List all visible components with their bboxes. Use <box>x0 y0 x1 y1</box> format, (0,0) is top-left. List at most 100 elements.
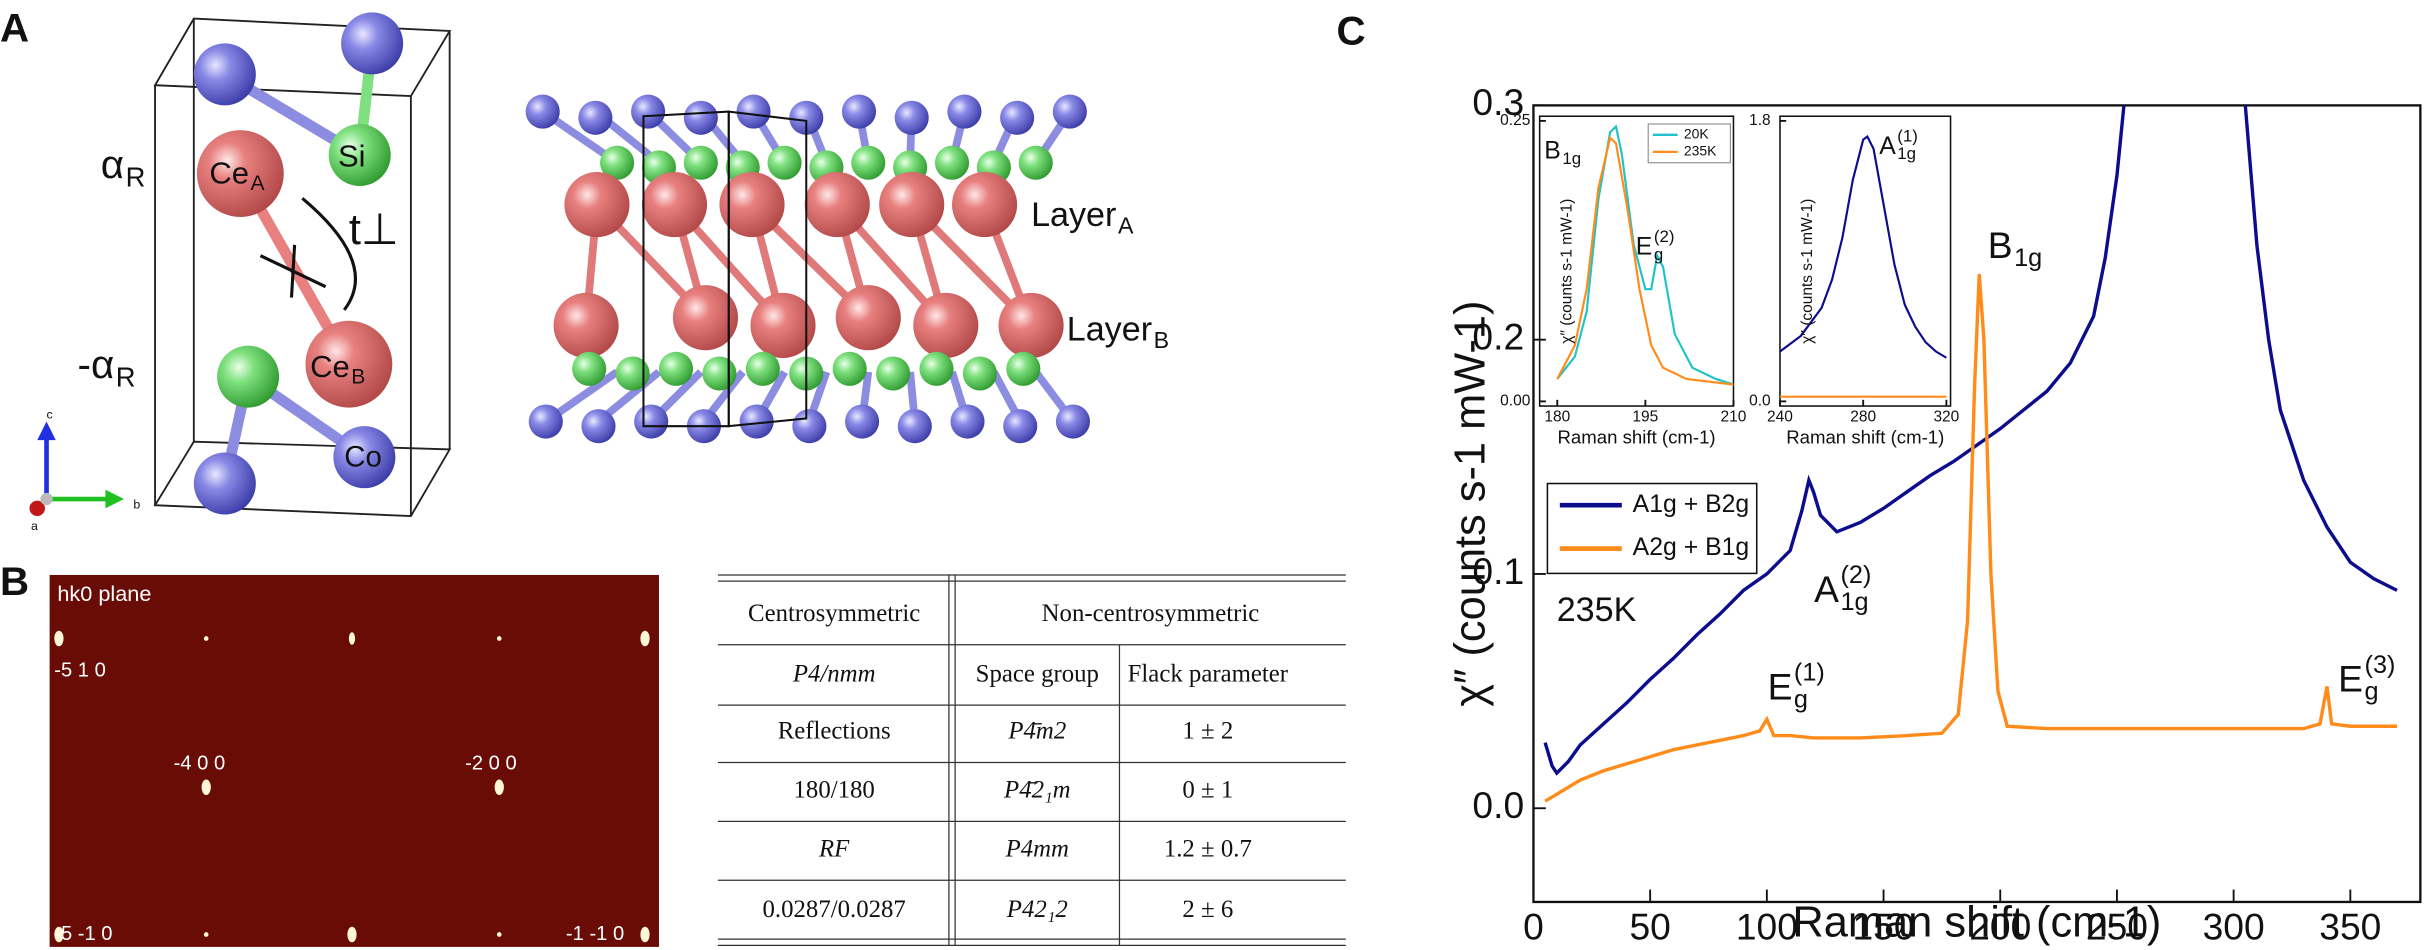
legend-label: 20K <box>1684 126 1710 142</box>
panel-label: B <box>0 559 29 604</box>
structure-label-sub: B <box>351 366 365 389</box>
x-tick-label: 320 <box>1933 409 1959 426</box>
image-title: hk0 plane <box>57 581 151 606</box>
atom <box>553 292 619 358</box>
atom <box>683 145 718 180</box>
y-tick-label: 0.0 <box>1472 784 1524 826</box>
structure-label: Layer <box>1067 311 1152 349</box>
atom <box>739 404 774 439</box>
table-cell: P4̄2₁m <box>1003 777 1071 804</box>
table-cell: 1.2 ± 0.7 <box>1164 836 1252 863</box>
structure-label: Si <box>338 138 366 173</box>
spot-label: -1 -1 0 <box>566 923 624 945</box>
x-tick-label: 0 <box>1523 906 1544 948</box>
annotation-sub: 1g <box>1840 588 1868 616</box>
structure-label: Co <box>344 441 382 474</box>
atom <box>998 292 1064 358</box>
plot-frame <box>1532 104 2422 904</box>
atom <box>672 285 739 351</box>
series-line <box>1543 105 2398 776</box>
panel-label: C <box>1337 9 1366 54</box>
y-tick-label: 0.2 <box>1472 316 1524 358</box>
atom <box>719 172 785 238</box>
y-tick-label: 0.0 <box>1749 392 1771 409</box>
structure-label: c <box>47 408 53 422</box>
atom <box>832 351 867 386</box>
hopping-arrow <box>259 197 357 311</box>
series-line <box>1556 135 1734 386</box>
atom <box>789 100 824 135</box>
atom <box>841 94 877 129</box>
atoms <box>193 12 404 515</box>
structure-label-sub: A <box>1118 212 1134 238</box>
structure-label: α <box>101 142 124 187</box>
annotation-sup: (1) <box>1897 126 1918 145</box>
x-tick-label: 180 <box>1544 409 1570 426</box>
atom <box>572 351 607 386</box>
annotation: B <box>1988 224 2013 266</box>
atom <box>1006 351 1041 386</box>
atom <box>736 94 771 129</box>
legend-box <box>1546 482 1758 575</box>
atom <box>851 145 886 180</box>
x-tick-label: 150 <box>1853 906 1915 948</box>
table-cell: Space group <box>976 660 1099 687</box>
diffraction-image <box>49 574 659 947</box>
table-cell: Flack parameter <box>1128 660 1289 687</box>
annotation-sup: (2) <box>1840 561 1871 589</box>
table-cell: P4/nmm <box>792 660 876 687</box>
annotation-sup: (2) <box>1654 227 1675 246</box>
annotation: E <box>1636 234 1653 261</box>
annotation-sub: g <box>1654 245 1663 264</box>
atom <box>1055 404 1091 439</box>
atom <box>581 409 616 444</box>
inset-frame <box>1538 115 1735 407</box>
y-tick-label: 1.8 <box>1749 112 1771 129</box>
structure-table: Centrosymmetric Non-centrosymmetric P4/nmm… <box>717 574 1346 946</box>
panel-label: A <box>0 6 29 51</box>
structure-label: Ce <box>310 349 350 384</box>
y-tick-label: 0.1 <box>1472 550 1524 592</box>
spot-label: -5 1 0 <box>54 659 106 681</box>
atom <box>1018 145 1053 180</box>
x-tick-label: 50 <box>1629 906 1670 948</box>
y-axis-title: χ″ (counts s-1 mW-1) <box>1446 301 1494 707</box>
atom <box>631 94 666 129</box>
atom <box>634 404 669 439</box>
atom <box>525 94 560 129</box>
table-cell: 2 ± 6 <box>1182 896 1233 923</box>
x-axis-title: Raman shift (cm-1) <box>1558 426 1716 447</box>
series-line <box>1779 134 1947 359</box>
annotation-sub: g <box>1794 685 1808 713</box>
atom <box>578 100 613 135</box>
atom <box>564 172 630 238</box>
atom <box>745 351 780 386</box>
annotation-sup: (1) <box>1794 659 1825 687</box>
diffraction-spots <box>54 630 650 943</box>
annotation: A <box>1814 568 1839 610</box>
atom <box>952 172 1018 238</box>
table-cell: 180/180 <box>794 777 875 804</box>
atom <box>702 356 737 391</box>
annotation-sup: (3) <box>2365 651 2396 679</box>
structure-label: a <box>31 519 38 533</box>
layered-structure <box>525 94 1091 444</box>
structure-label: Ce <box>209 155 249 190</box>
y-axis-title: χ″ (counts s-1 mW-1) <box>1559 199 1576 344</box>
atom <box>894 100 929 135</box>
spot-label: -2 0 0 <box>465 752 517 774</box>
atom <box>1000 100 1035 135</box>
atom <box>767 145 802 180</box>
atom <box>835 285 901 351</box>
unit-cell <box>153 17 452 518</box>
structure-label-sub: R <box>116 362 136 393</box>
atom <box>934 145 970 180</box>
table-cell: RF <box>818 836 850 863</box>
atom <box>683 100 718 135</box>
series-line <box>1544 273 2398 803</box>
annotation: E <box>1768 665 1793 707</box>
spot-label: -4 0 0 <box>174 752 226 774</box>
structure-label: t⊥ <box>349 206 399 254</box>
